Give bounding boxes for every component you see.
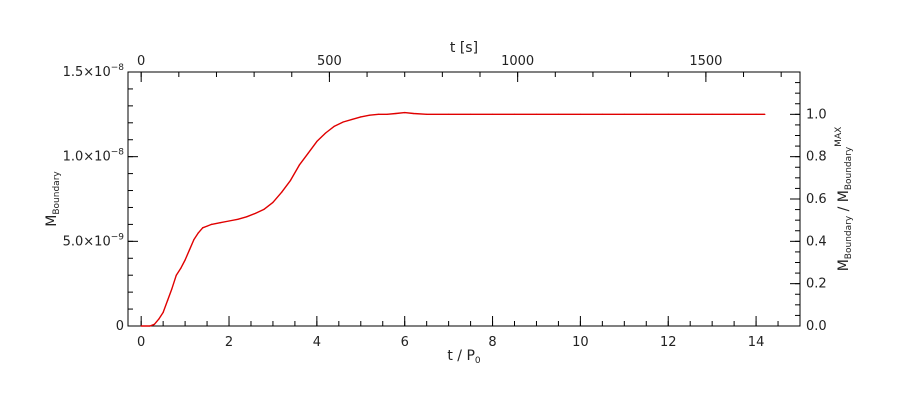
data-point	[667, 113, 669, 115]
data-point	[140, 325, 142, 327]
y2-tick-label: 0.8	[806, 150, 827, 165]
data-point	[469, 113, 472, 115]
data-point	[184, 259, 186, 261]
data-point	[386, 113, 388, 115]
y2-tick-label: 0.4	[806, 234, 827, 249]
y2-tick-label: 1.0	[806, 107, 827, 122]
x2-axis-ticks: 0 500 1000 1500	[137, 54, 782, 82]
x-tick-label: 12	[660, 335, 677, 350]
x-tick-label: 14	[748, 335, 765, 350]
x-tick-label: 6	[401, 335, 409, 350]
x2-tick-label: 0	[137, 54, 145, 69]
x-axis-label: t / P0	[447, 348, 481, 366]
data-point	[206, 225, 208, 227]
data-point	[755, 113, 757, 115]
y2-tick-label: 0.2	[806, 277, 827, 292]
data-point	[245, 216, 248, 218]
x-tick-label: 10	[572, 335, 589, 350]
y2-tick-label: 0.0	[806, 319, 827, 334]
data-point	[272, 201, 274, 203]
data-point	[197, 232, 199, 234]
x-tick-label: 2	[225, 335, 233, 350]
data-point	[623, 113, 625, 115]
data-point	[360, 116, 362, 118]
data-point	[764, 113, 766, 115]
data-point	[513, 113, 516, 115]
data-point	[733, 113, 735, 115]
x2-tick-label: 1500	[689, 54, 722, 69]
data-point	[351, 118, 353, 121]
data-point	[557, 113, 560, 115]
y-axis-label: MBoundary	[44, 171, 62, 227]
data-point	[316, 140, 318, 143]
data-point	[412, 112, 415, 115]
data-point	[219, 222, 221, 224]
data-point	[171, 288, 173, 290]
data-point	[188, 249, 191, 251]
plot-frame	[127, 71, 801, 327]
y2-axis-label: MBoundary / MBoundaryMAX	[834, 127, 854, 272]
data-point	[325, 132, 327, 134]
x-tick-label: 4	[313, 335, 321, 350]
y-tick-label: 5.0×10−9	[63, 232, 125, 249]
x-axis-ticks: 0 2 4 6 8 10 12 14	[137, 316, 779, 350]
data-point	[307, 152, 309, 154]
data-point	[175, 274, 177, 276]
data-point	[448, 113, 450, 115]
data-point	[579, 113, 581, 115]
data-point	[210, 223, 213, 225]
x2-tick-label: 1000	[501, 54, 534, 69]
data-point	[228, 220, 230, 222]
data-point	[162, 311, 164, 314]
x-tick-label: 0	[137, 335, 145, 350]
data-point	[263, 208, 265, 210]
data-point	[158, 318, 160, 320]
data-point	[342, 121, 344, 123]
data-point	[491, 113, 494, 115]
data-point	[333, 125, 336, 127]
y-tick-label: 0	[116, 319, 124, 334]
data-point	[298, 164, 300, 166]
data-point	[601, 113, 603, 115]
data-point	[535, 113, 538, 115]
data-point	[395, 112, 397, 115]
x2-axis-label: t [s]	[450, 40, 478, 56]
data-point	[193, 239, 195, 241]
y2-axis-ticks: 0.0 0.2 0.4 0.6 0.8 1.0	[790, 71, 827, 334]
data-point	[202, 227, 204, 229]
y-axis-ticks: 0 5.0×10−9 1.0×10−8 1.5×10−8	[63, 63, 138, 334]
data-point	[404, 112, 406, 114]
data-point	[368, 114, 371, 116]
data-point	[149, 325, 151, 327]
data-point	[153, 323, 155, 325]
x-tick-label: 8	[488, 335, 496, 350]
series-line	[141, 111, 765, 327]
y-tick-label: 1.0×10−8	[63, 148, 125, 165]
data-point	[711, 113, 713, 115]
series-layer	[140, 111, 766, 327]
data-point	[237, 218, 239, 220]
data-point	[645, 113, 647, 115]
data-point	[426, 113, 428, 115]
data-point	[377, 113, 379, 115]
data-point	[289, 179, 292, 181]
y-tick-label: 1.5×10−8	[63, 63, 125, 80]
data-point	[254, 212, 256, 214]
data-point	[689, 113, 691, 115]
data-point	[281, 191, 283, 193]
data-point	[180, 267, 182, 270]
data-point	[166, 300, 169, 302]
x2-tick-label: 500	[317, 54, 342, 69]
y2-tick-label: 0.6	[806, 192, 827, 207]
